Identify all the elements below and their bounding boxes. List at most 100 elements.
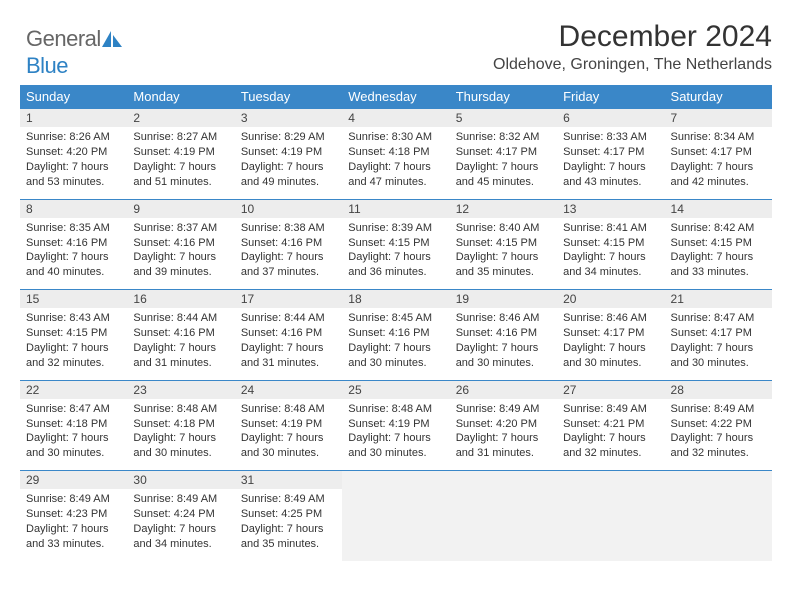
brand-general: General xyxy=(26,26,101,51)
sunrise-text: Sunrise: 8:48 AM xyxy=(133,402,228,417)
day-number: 15 xyxy=(20,290,127,309)
calendar-head: SundayMondayTuesdayWednesdayThursdayFrid… xyxy=(20,85,772,109)
sunset-text: Sunset: 4:15 PM xyxy=(456,236,551,251)
day-number: 3 xyxy=(235,109,342,128)
sunset-text: Sunset: 4:16 PM xyxy=(133,326,228,341)
day-number: 7 xyxy=(665,109,772,128)
sunrise-text: Sunrise: 8:26 AM xyxy=(26,130,121,145)
day-number: 19 xyxy=(450,290,557,309)
sunrise-text: Sunrise: 8:49 AM xyxy=(456,402,551,417)
brand-logo: GeneralBlue xyxy=(26,26,122,79)
sunrise-text: Sunrise: 8:33 AM xyxy=(563,130,658,145)
day-cell: Sunrise: 8:44 AMSunset: 4:16 PMDaylight:… xyxy=(235,308,342,380)
sunset-text: Sunset: 4:17 PM xyxy=(563,145,658,160)
sunset-text: Sunset: 4:17 PM xyxy=(456,145,551,160)
day-number: 17 xyxy=(235,290,342,309)
sunset-text: Sunset: 4:16 PM xyxy=(241,326,336,341)
sunrise-text: Sunrise: 8:30 AM xyxy=(348,130,443,145)
sunset-text: Sunset: 4:15 PM xyxy=(563,236,658,251)
sunset-text: Sunset: 4:17 PM xyxy=(671,326,766,341)
day-cell: Sunrise: 8:33 AMSunset: 4:17 PMDaylight:… xyxy=(557,127,664,199)
day-number: 25 xyxy=(342,380,449,399)
title-block: December 2024 Oldehove, Groningen, The N… xyxy=(493,20,772,74)
weekday-header: Sunday xyxy=(20,85,127,109)
month-title: December 2024 xyxy=(493,20,772,54)
day-number: 8 xyxy=(20,199,127,218)
daylight-text: Daylight: 7 hours and 30 minutes. xyxy=(348,431,443,461)
day-cell: Sunrise: 8:47 AMSunset: 4:18 PMDaylight:… xyxy=(20,399,127,471)
daylight-text: Daylight: 7 hours and 49 minutes. xyxy=(241,160,336,190)
day-cell: Sunrise: 8:46 AMSunset: 4:16 PMDaylight:… xyxy=(450,308,557,380)
day-number: 11 xyxy=(342,199,449,218)
empty-cell xyxy=(557,489,664,561)
empty-cell xyxy=(450,489,557,561)
sunrise-text: Sunrise: 8:49 AM xyxy=(241,492,336,507)
sunset-text: Sunset: 4:15 PM xyxy=(671,236,766,251)
brand-text: GeneralBlue xyxy=(26,26,122,79)
day-number: 29 xyxy=(20,471,127,490)
day-number: 16 xyxy=(127,290,234,309)
day-number: 27 xyxy=(557,380,664,399)
daylight-text: Daylight: 7 hours and 35 minutes. xyxy=(456,250,551,280)
sunrise-text: Sunrise: 8:27 AM xyxy=(133,130,228,145)
sunrise-text: Sunrise: 8:43 AM xyxy=(26,311,121,326)
day-number: 28 xyxy=(665,380,772,399)
day-cell: Sunrise: 8:32 AMSunset: 4:17 PMDaylight:… xyxy=(450,127,557,199)
daylight-text: Daylight: 7 hours and 43 minutes. xyxy=(563,160,658,190)
day-cell: Sunrise: 8:27 AMSunset: 4:19 PMDaylight:… xyxy=(127,127,234,199)
day-cell: Sunrise: 8:48 AMSunset: 4:19 PMDaylight:… xyxy=(235,399,342,471)
sunset-text: Sunset: 4:16 PM xyxy=(133,236,228,251)
daylight-text: Daylight: 7 hours and 30 minutes. xyxy=(348,341,443,371)
day-number: 14 xyxy=(665,199,772,218)
sunrise-text: Sunrise: 8:49 AM xyxy=(563,402,658,417)
day-cell: Sunrise: 8:42 AMSunset: 4:15 PMDaylight:… xyxy=(665,218,772,290)
daylight-text: Daylight: 7 hours and 51 minutes. xyxy=(133,160,228,190)
day-number: 22 xyxy=(20,380,127,399)
sunset-text: Sunset: 4:23 PM xyxy=(26,507,121,522)
sunrise-text: Sunrise: 8:32 AM xyxy=(456,130,551,145)
daylight-text: Daylight: 7 hours and 36 minutes. xyxy=(348,250,443,280)
day-cell: Sunrise: 8:26 AMSunset: 4:20 PMDaylight:… xyxy=(20,127,127,199)
sunrise-text: Sunrise: 8:29 AM xyxy=(241,130,336,145)
daylight-text: Daylight: 7 hours and 30 minutes. xyxy=(563,341,658,371)
sunset-text: Sunset: 4:20 PM xyxy=(456,417,551,432)
sunset-text: Sunset: 4:15 PM xyxy=(26,326,121,341)
empty-cell xyxy=(665,471,772,490)
daylight-text: Daylight: 7 hours and 30 minutes. xyxy=(241,431,336,461)
brand-blue: Blue xyxy=(26,53,68,78)
day-cell: Sunrise: 8:35 AMSunset: 4:16 PMDaylight:… xyxy=(20,218,127,290)
sunrise-text: Sunrise: 8:42 AM xyxy=(671,221,766,236)
sunrise-text: Sunrise: 8:44 AM xyxy=(241,311,336,326)
sunset-text: Sunset: 4:19 PM xyxy=(133,145,228,160)
sunrise-text: Sunrise: 8:47 AM xyxy=(671,311,766,326)
day-number: 10 xyxy=(235,199,342,218)
day-number: 20 xyxy=(557,290,664,309)
day-cell: Sunrise: 8:49 AMSunset: 4:23 PMDaylight:… xyxy=(20,489,127,561)
daylight-text: Daylight: 7 hours and 32 minutes. xyxy=(26,341,121,371)
empty-cell xyxy=(342,489,449,561)
day-cell: Sunrise: 8:39 AMSunset: 4:15 PMDaylight:… xyxy=(342,218,449,290)
day-number: 21 xyxy=(665,290,772,309)
day-cell: Sunrise: 8:43 AMSunset: 4:15 PMDaylight:… xyxy=(20,308,127,380)
day-cell: Sunrise: 8:45 AMSunset: 4:16 PMDaylight:… xyxy=(342,308,449,380)
sunrise-text: Sunrise: 8:37 AM xyxy=(133,221,228,236)
day-number-row: 293031 xyxy=(20,471,772,490)
sunrise-text: Sunrise: 8:45 AM xyxy=(348,311,443,326)
day-content-row: Sunrise: 8:26 AMSunset: 4:20 PMDaylight:… xyxy=(20,127,772,199)
day-cell: Sunrise: 8:34 AMSunset: 4:17 PMDaylight:… xyxy=(665,127,772,199)
daylight-text: Daylight: 7 hours and 32 minutes. xyxy=(671,431,766,461)
day-number: 5 xyxy=(450,109,557,128)
day-cell: Sunrise: 8:47 AMSunset: 4:17 PMDaylight:… xyxy=(665,308,772,380)
calendar-body: 1234567Sunrise: 8:26 AMSunset: 4:20 PMDa… xyxy=(20,109,772,562)
day-cell: Sunrise: 8:40 AMSunset: 4:15 PMDaylight:… xyxy=(450,218,557,290)
empty-cell xyxy=(557,471,664,490)
sunset-text: Sunset: 4:17 PM xyxy=(563,326,658,341)
sunset-text: Sunset: 4:16 PM xyxy=(456,326,551,341)
sunrise-text: Sunrise: 8:38 AM xyxy=(241,221,336,236)
daylight-text: Daylight: 7 hours and 33 minutes. xyxy=(26,522,121,552)
day-cell: Sunrise: 8:41 AMSunset: 4:15 PMDaylight:… xyxy=(557,218,664,290)
daylight-text: Daylight: 7 hours and 34 minutes. xyxy=(563,250,658,280)
weekday-header: Monday xyxy=(127,85,234,109)
weekday-header: Friday xyxy=(557,85,664,109)
calendar-table: SundayMondayTuesdayWednesdayThursdayFrid… xyxy=(20,85,772,561)
